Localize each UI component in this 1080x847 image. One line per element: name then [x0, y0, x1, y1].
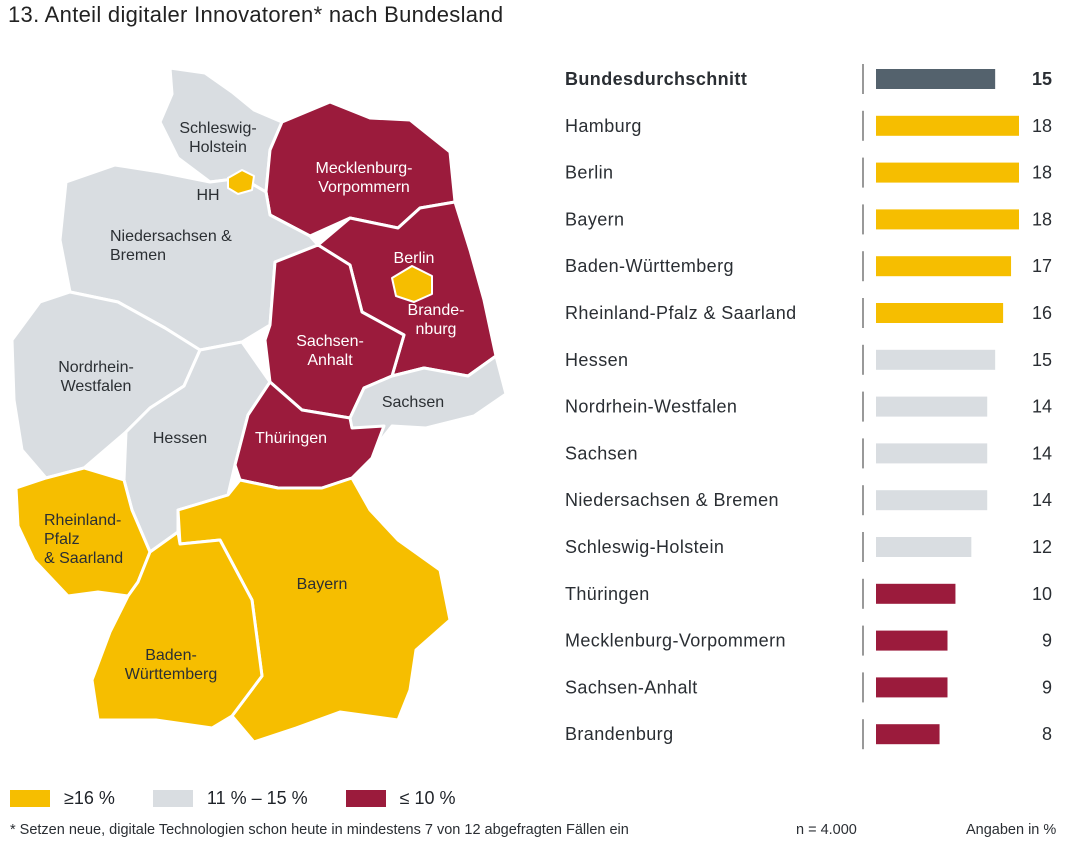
legend-label-mid: 11 % – 15 %	[206, 788, 308, 808]
map-label-rp: Rheinland-Pfalz & Saarland	[44, 512, 123, 567]
map-label-mv: Mecklenburg-Vorpommern	[316, 160, 413, 196]
category-label: Thüringen	[565, 584, 650, 604]
map-label-sn: Sachsen	[382, 394, 444, 411]
legend-label-high: ≥16 %	[64, 788, 115, 808]
value-label: 15	[1032, 69, 1052, 89]
map-label-st: Sachsen-Anhalt	[296, 333, 364, 369]
chart-title: 13. Anteil digitaler Innovatoren* nach B…	[8, 2, 504, 27]
legend-label-low: ≤ 10 %	[399, 788, 456, 808]
category-label: Sachsen-Anhalt	[565, 677, 698, 697]
bar	[876, 162, 1019, 183]
bar	[876, 583, 956, 604]
map-region-berlin	[391, 265, 433, 303]
map-label-th: Thüringen	[255, 430, 327, 447]
category-label: Baden-Württemberg	[565, 256, 734, 276]
category-label: Rheinland-Pfalz & Saarland	[565, 303, 797, 323]
bar	[876, 209, 1019, 230]
map-label-bb: Brande-nburg	[408, 302, 465, 338]
map-region-baden-wuerttemberg	[90, 530, 264, 730]
bar	[876, 724, 940, 745]
category-label: Bayern	[565, 209, 624, 229]
map-label-bw: Baden-Württemberg	[125, 647, 217, 683]
legend-swatch-mid	[152, 790, 193, 807]
legend-swatch-low	[345, 790, 386, 807]
value-label: 16	[1032, 303, 1052, 323]
value-label: 9	[1042, 677, 1052, 697]
germany-map: Schleswig-Holstein HH Mecklenburg-Vorpom…	[10, 66, 508, 744]
legend-swatch-high	[10, 790, 50, 807]
legend-item-high: ≥16 %	[10, 788, 115, 809]
bar	[876, 630, 948, 651]
legend-item-mid: 11 % – 15 %	[152, 788, 308, 809]
category-label: Brandenburg	[565, 724, 673, 744]
value-label: 10	[1032, 584, 1052, 604]
value-label: 18	[1032, 116, 1052, 136]
category-label: Mecklenburg-Vorpommern	[565, 631, 786, 651]
category-label: Nordrhein-Westfalen	[565, 397, 737, 417]
legend: ≥16 % 11 % – 15 % ≤ 10 %	[10, 788, 494, 809]
category-label: Hessen	[565, 350, 628, 370]
map-label-ni: Niedersachsen & Bremen	[110, 228, 232, 264]
legend-item-low: ≤ 10 %	[345, 788, 456, 809]
map-label-be: Berlin	[394, 250, 435, 267]
value-label: 14	[1032, 443, 1052, 463]
bar	[876, 303, 1004, 323]
bar	[876, 396, 988, 417]
value-label: 12	[1032, 537, 1052, 557]
unit-note: Angaben in %	[966, 822, 1057, 838]
map-label-hh: HH	[196, 187, 219, 204]
bar-chart: Bundesdurchschnitt 15 Hamburg 18 Berlin 18 Bay…	[565, 64, 1052, 750]
category-label: Hamburg	[565, 116, 642, 136]
bar	[876, 537, 972, 557]
bar	[876, 677, 948, 698]
map-label-sh: Schleswig-Holstein	[179, 120, 256, 156]
map-region-hamburg	[227, 169, 255, 195]
value-label: 14	[1032, 397, 1052, 417]
value-label: 18	[1032, 163, 1052, 183]
bar	[876, 69, 996, 89]
value-label: 18	[1032, 209, 1052, 229]
value-label: 9	[1042, 631, 1052, 651]
value-label: 17	[1032, 256, 1052, 276]
bar	[876, 443, 988, 464]
category-label: Bundesdurchschnitt	[565, 69, 747, 89]
category-label: Berlin	[565, 163, 613, 183]
bar	[876, 256, 1012, 277]
sample-size: n = 4.000	[796, 822, 857, 838]
map-label-nw: Nordrhein-Westfalen	[58, 359, 134, 395]
category-label: Schleswig-Holstein	[565, 537, 724, 557]
map-label-he: Hessen	[153, 430, 207, 447]
footnote: * Setzen neue, digitale Technologien sch…	[10, 822, 629, 838]
bar	[876, 349, 996, 370]
category-label: Sachsen	[565, 443, 638, 463]
bar	[876, 490, 988, 511]
value-label: 15	[1032, 350, 1052, 370]
category-label: Niedersachsen & Bremen	[565, 490, 779, 510]
bar	[876, 115, 1019, 136]
value-label: 8	[1042, 724, 1052, 744]
map-label-by: Bayern	[297, 576, 348, 593]
value-label: 14	[1032, 490, 1052, 510]
